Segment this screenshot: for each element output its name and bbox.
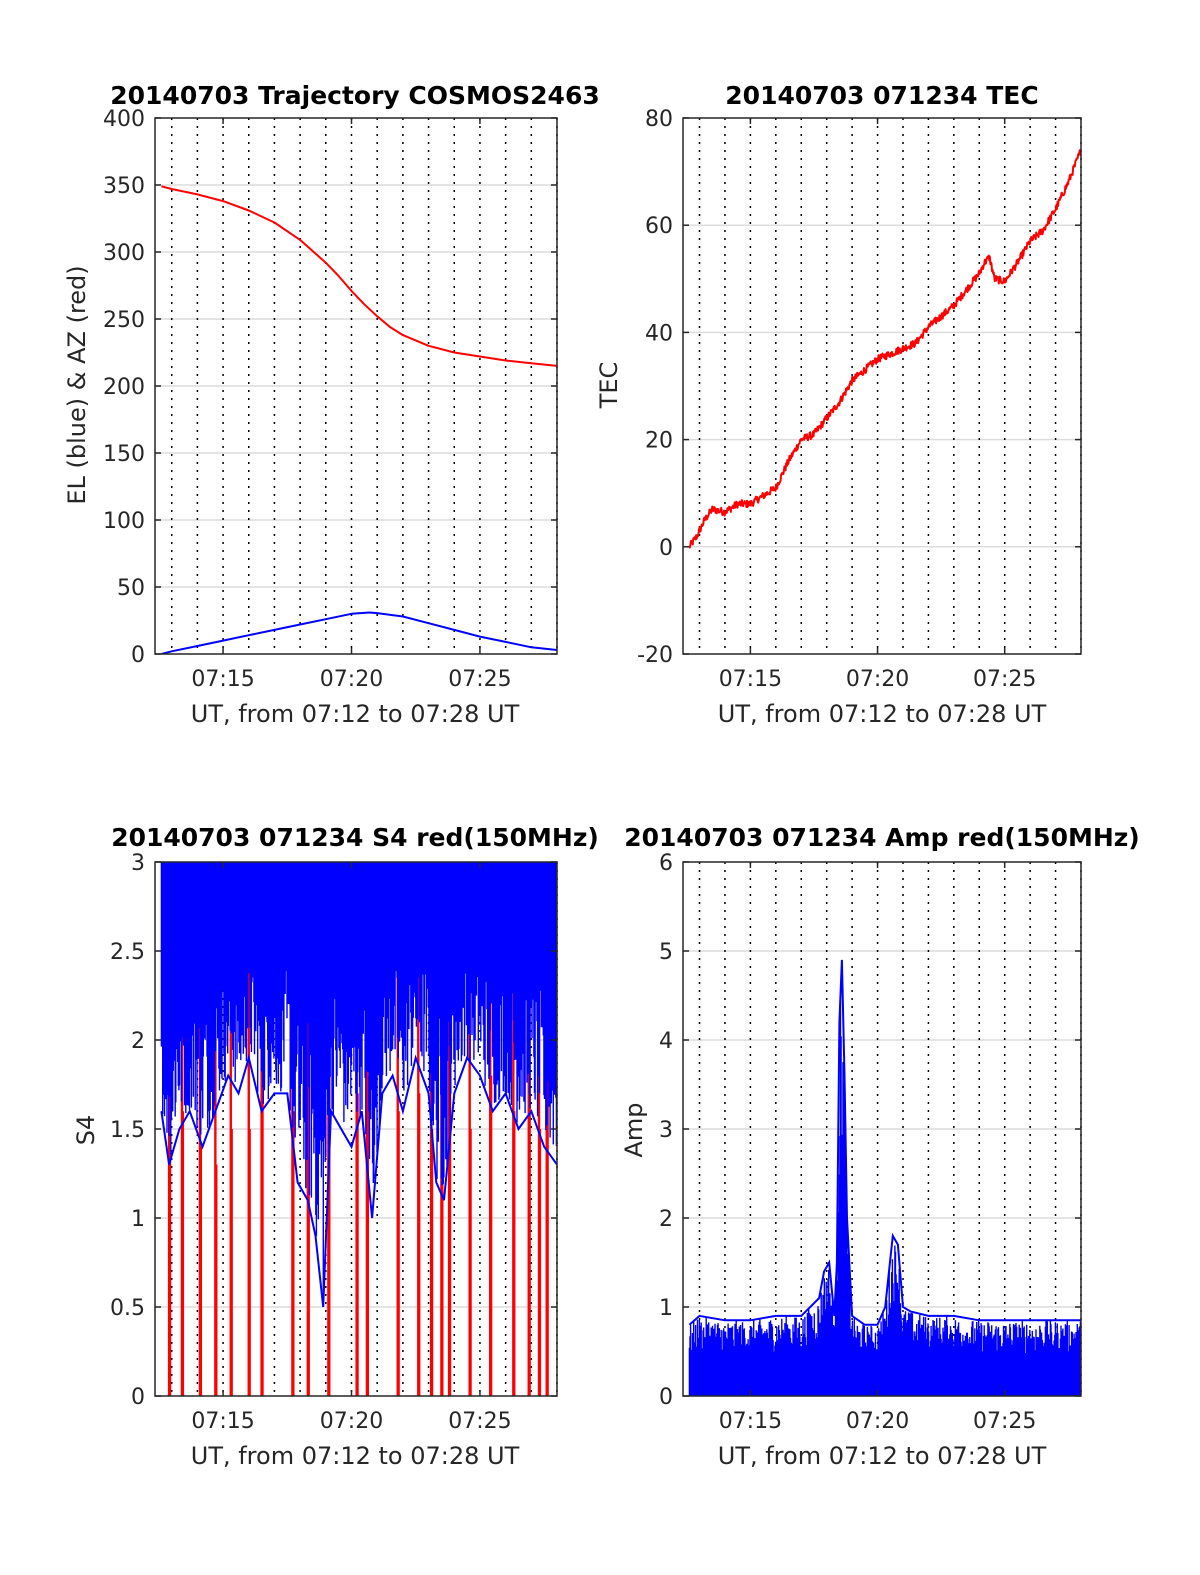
tec-ytick-label: 0 (659, 536, 673, 561)
amp-xtick-label: 07:20 (846, 1409, 909, 1434)
trajectory-xtick-label: 07:20 (320, 667, 383, 692)
trajectory-y-label: EL (blue) & AZ (red) (63, 265, 91, 504)
s4-panel: 20140703 071234 S4 red(150MHz) S4 UT, fr… (72, 823, 599, 1470)
amp-ytick-label: 0 (659, 1385, 673, 1410)
trajectory-xtick-label: 07:15 (191, 667, 254, 692)
s4-ytick-label: 2.5 (110, 940, 145, 965)
amp-ytick-label: 6 (659, 851, 673, 876)
trajectory-series-1-line (161, 611, 557, 654)
tec-panel: 20140703 071234 TEC TEC UT, from 07:12 t… (595, 81, 1082, 728)
amp-xtick-label: 07:15 (719, 1409, 782, 1434)
tec-ytick-label: 20 (645, 429, 673, 454)
trajectory-ytick-label: 200 (103, 375, 145, 400)
s4-title: 20140703 071234 S4 red(150MHz) (111, 823, 599, 852)
s4-xtick-label: 07:20 (320, 1409, 383, 1434)
s4-ytick-label: 3 (131, 851, 145, 876)
trajectory-ytick-label: 300 (103, 241, 145, 266)
trajectory-ytick-label: 0 (131, 643, 145, 668)
tec-title: 20140703 071234 TEC (725, 81, 1038, 110)
trajectory-ytick-label: 400 (103, 107, 145, 132)
tec-ytick-label: -20 (637, 643, 673, 668)
tec-axes-frame (682, 117, 1082, 655)
trajectory-series-layer (161, 185, 557, 654)
tec-series-layer (688, 149, 1081, 549)
tec-series-0-line (688, 149, 1081, 549)
tec-ytick-label: 80 (645, 107, 673, 132)
trajectory-series-0-line (161, 185, 557, 367)
amp-series-layer (688, 959, 1081, 1396)
amp-series-0-band (688, 1000, 1081, 1396)
amp-ytick-label: 2 (659, 1207, 673, 1232)
tec-ytick-label: 60 (645, 214, 673, 239)
tec-xtick-label: 07:15 (719, 667, 782, 692)
trajectory-title: 20140703 Trajectory COSMOS2463 (110, 81, 600, 110)
s4-series-1-band (160, 862, 557, 1292)
trajectory-ytick-label: 350 (103, 174, 145, 199)
tec-xtick-label: 07:20 (846, 667, 909, 692)
trajectory-ytick-label: 100 (103, 509, 145, 534)
amp-ytick-label: 1 (659, 1296, 673, 1321)
s4-x-label: UT, from 07:12 to 07:28 UT (191, 1442, 520, 1470)
amp-xtick-label: 07:25 (973, 1409, 1036, 1434)
amp-ytick-label: 5 (659, 940, 673, 965)
amp-y-label: Amp (620, 1102, 648, 1157)
s4-ytick-label: 1 (131, 1207, 145, 1232)
tec-xtick-label: 07:25 (973, 667, 1036, 692)
s4-ytick-label: 1.5 (110, 1118, 145, 1143)
s4-series-1-envelope (160, 1053, 557, 1308)
tec-x-label: UT, from 07:12 to 07:28 UT (718, 700, 1047, 728)
trajectory-xtick-label: 07:25 (448, 667, 511, 692)
trajectory-panel: 20140703 Trajectory COSMOS2463 EL (blue)… (63, 81, 600, 728)
trajectory-ytick-label: 50 (117, 576, 145, 601)
s4-xtick-label: 07:15 (191, 1409, 254, 1434)
trajectory-ytick-label: 150 (103, 442, 145, 467)
trajectory-x-label: UT, from 07:12 to 07:28 UT (191, 700, 520, 728)
tec-y-label: TEC (595, 362, 623, 410)
amp-x-label: UT, from 07:12 to 07:28 UT (718, 1442, 1047, 1470)
s4-ytick-label: 0.5 (110, 1296, 145, 1321)
amp-ytick-label: 4 (659, 1029, 673, 1054)
s4-ytick-label: 0 (131, 1385, 145, 1410)
s4-series-layer (160, 862, 557, 1396)
s4-y-label: S4 (72, 1115, 100, 1146)
amp-ytick-label: 3 (659, 1118, 673, 1143)
tec-ytick-label: 40 (645, 321, 673, 346)
s4-ytick-label: 2 (131, 1029, 145, 1054)
tec-plot-area (683, 118, 1081, 654)
trajectory-ytick-label: 250 (103, 308, 145, 333)
amp-series-0-envelope (688, 959, 1081, 1326)
amp-title: 20140703 071234 Amp red(150MHz) (624, 823, 1140, 852)
s4-xtick-label: 07:25 (448, 1409, 511, 1434)
amp-panel: 20140703 071234 Amp red(150MHz) Amp UT, … (620, 823, 1140, 1470)
